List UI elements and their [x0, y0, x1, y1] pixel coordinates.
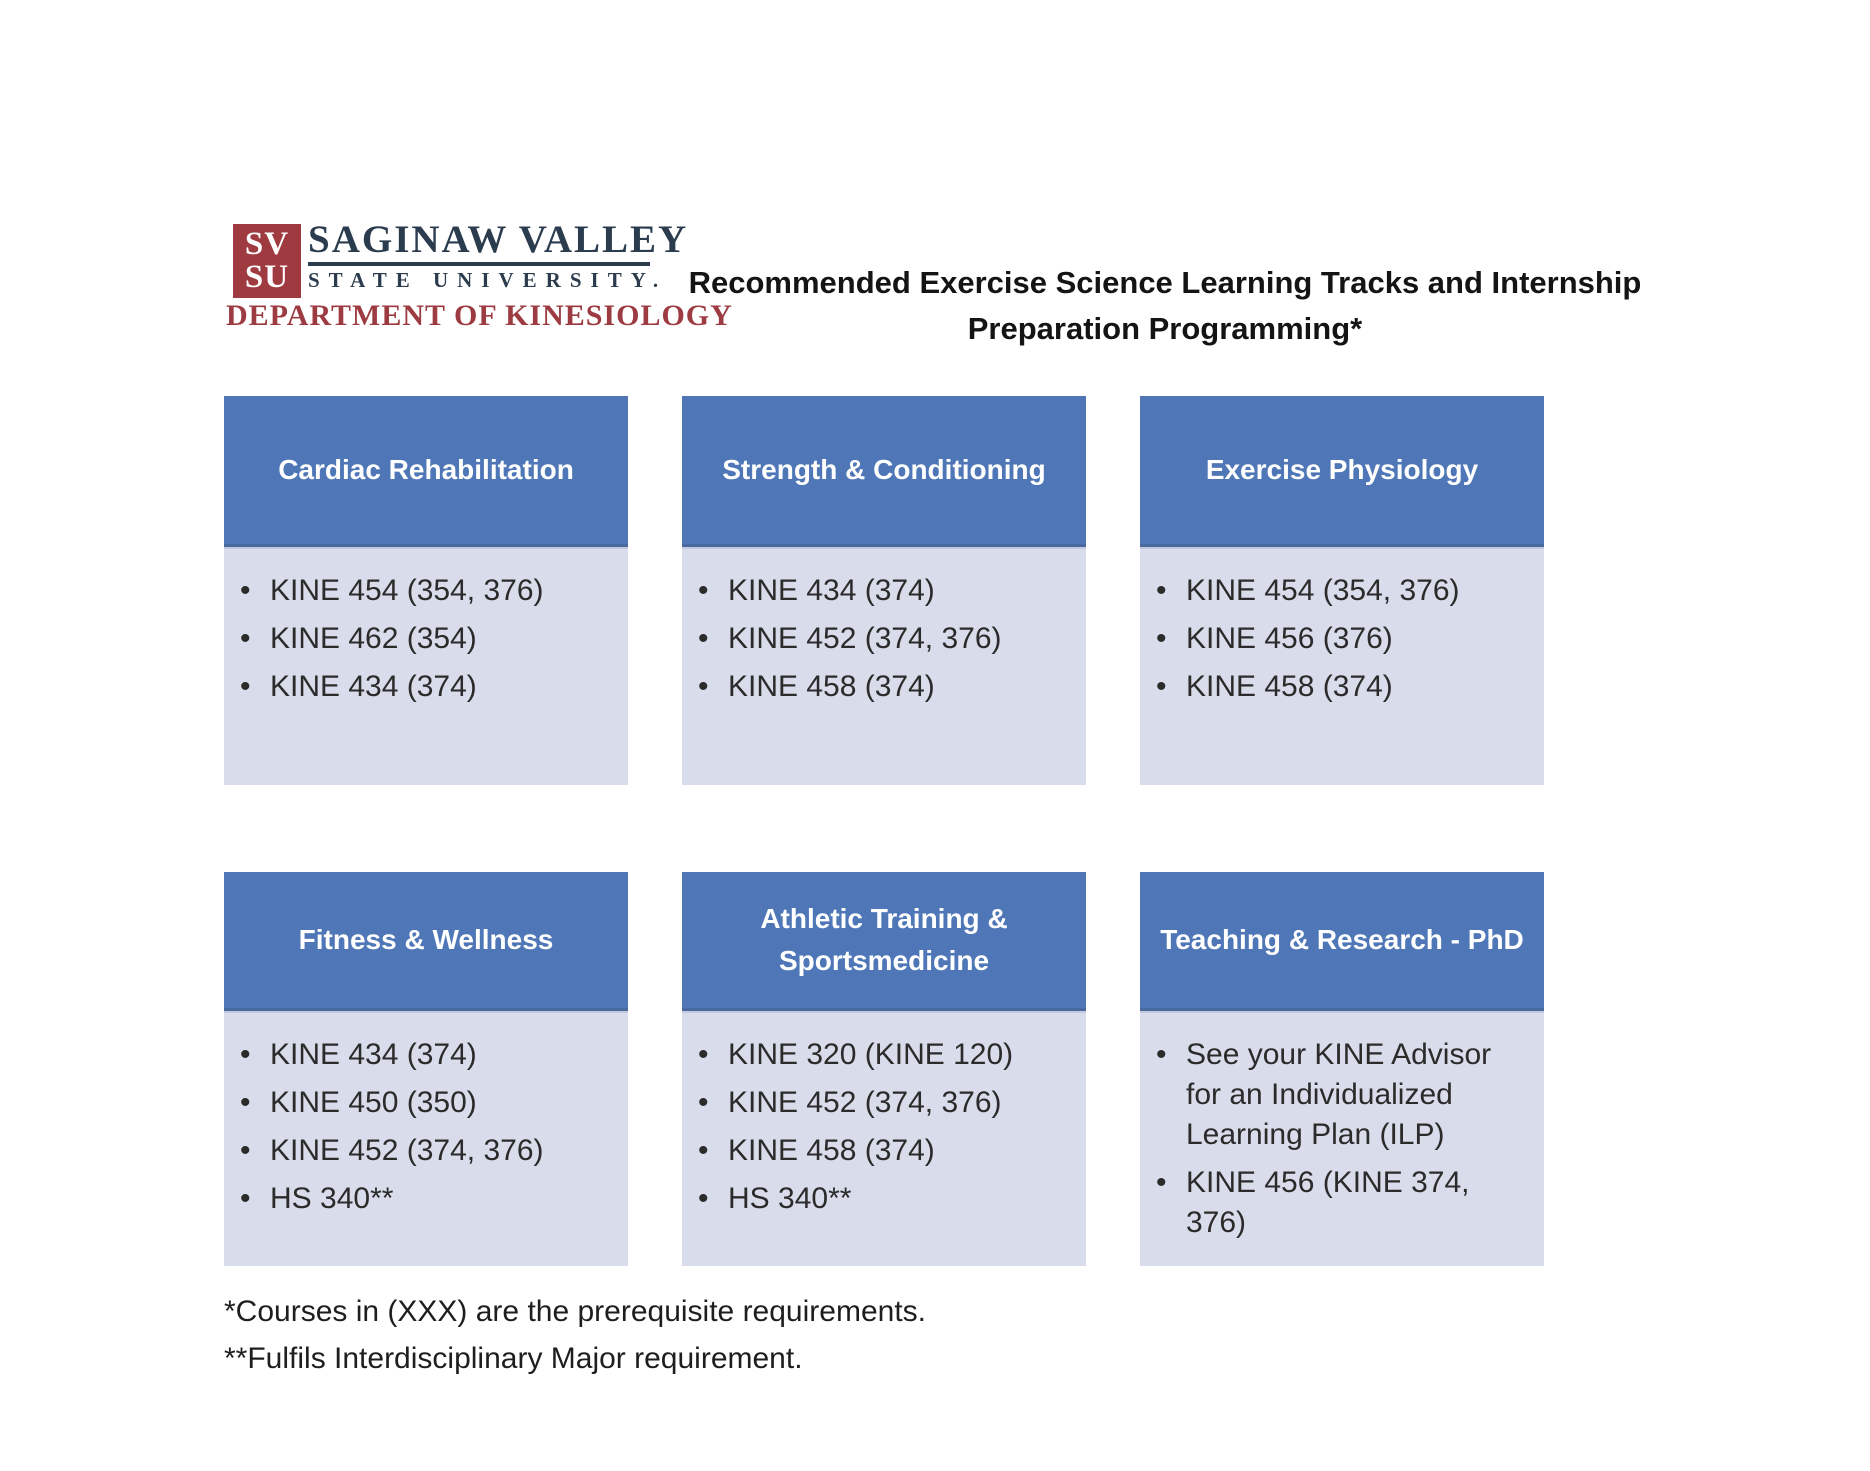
course-item: KINE 452 (374, 376) [224, 1131, 618, 1171]
page-title-line2: Preparation Programming* [967, 311, 1363, 346]
course-list: KINE 320 (KINE 120) KINE 452 (374, 376) … [682, 1035, 1076, 1219]
course-list: KINE 434 (374) KINE 452 (374, 376) KINE … [682, 571, 1076, 707]
course-item: HS 340** [682, 1179, 1076, 1219]
track-title: Strength & Conditioning [722, 454, 1046, 485]
course-item: HS 340** [224, 1179, 618, 1219]
university-wordmark: SAGINAW VALLEY STATE UNIVERSITY. [308, 220, 686, 292]
university-name: SAGINAW VALLEY [308, 220, 686, 266]
course-item: KINE 452 (374, 376) [682, 1083, 1076, 1123]
track-body: KINE 320 (KINE 120) KINE 452 (374, 376) … [682, 1011, 1086, 1266]
course-item: KINE 456 (376) [1140, 619, 1534, 659]
footnote-prerequisites: *Courses in (XXX) are the prerequisite r… [224, 1295, 926, 1328]
course-item: KINE 458 (374) [682, 1131, 1076, 1171]
track-header: Cardiac Rehabilitation [224, 396, 628, 547]
track-card-strength-conditioning: Strength & Conditioning KINE 434 (374) K… [682, 396, 1086, 785]
track-header: Strength & Conditioning [682, 396, 1086, 547]
monogram-line1: SV [244, 226, 290, 262]
track-title: Teaching & Research - PhD [1160, 924, 1524, 955]
course-item: See your KINE Advisor for an Individuali… [1140, 1035, 1534, 1155]
track-body: KINE 434 (374) KINE 452 (374, 376) KINE … [682, 547, 1086, 785]
course-item: KINE 456 (KINE 374, 376) [1140, 1163, 1534, 1243]
course-item: KINE 452 (374, 376) [682, 619, 1076, 659]
track-header: Fitness & Wellness [224, 872, 628, 1011]
track-header: Athletic Training & Sportsmedicine [682, 872, 1086, 1011]
course-item: KINE 458 (374) [1140, 667, 1534, 707]
course-item: KINE 434 (374) [224, 667, 618, 707]
track-header: Exercise Physiology [1140, 396, 1544, 547]
track-header: Teaching & Research - PhD [1140, 872, 1544, 1011]
svsu-monogram-logo: SV SU [233, 224, 301, 298]
monogram-line2: SU [244, 259, 290, 295]
footnote-interdisciplinary: **Fulfils Interdisciplinary Major requir… [224, 1342, 803, 1375]
footnotes: *Courses in (XXX) are the prerequisite r… [224, 1288, 1324, 1382]
course-item: KINE 450 (350) [224, 1083, 618, 1123]
track-title: Cardiac Rehabilitation [278, 454, 574, 485]
course-item: KINE 434 (374) [682, 571, 1076, 611]
course-item: KINE 454 (354, 376) [224, 571, 618, 611]
department-name: DEPARTMENT OF KINESIOLOGY [226, 299, 733, 332]
course-item: KINE 462 (354) [224, 619, 618, 659]
course-item: KINE 434 (374) [224, 1035, 618, 1075]
track-card-teaching-research-phd: Teaching & Research - PhD See your KINE … [1140, 872, 1544, 1266]
page-title: Recommended Exercise Science Learning Tr… [560, 260, 1770, 352]
course-list: KINE 454 (354, 376) KINE 456 (376) KINE … [1140, 571, 1534, 707]
course-item: KINE 320 (KINE 120) [682, 1035, 1076, 1075]
track-title: Athletic Training & Sportsmedicine [760, 903, 1008, 976]
track-body: KINE 454 (354, 376) KINE 462 (354) KINE … [224, 547, 628, 785]
track-card-cardiac-rehabilitation: Cardiac Rehabilitation KINE 454 (354, 37… [224, 396, 628, 785]
university-subname: STATE UNIVERSITY. [308, 268, 668, 292]
track-card-fitness-wellness: Fitness & Wellness KINE 434 (374) KINE 4… [224, 872, 628, 1266]
course-item: KINE 458 (374) [682, 667, 1076, 707]
course-list: KINE 454 (354, 376) KINE 462 (354) KINE … [224, 571, 618, 707]
page-title-line1: Recommended Exercise Science Learning Tr… [688, 265, 1642, 300]
track-card-athletic-training-sportsmedicine: Athletic Training & Sportsmedicine KINE … [682, 872, 1086, 1266]
course-list: KINE 434 (374) KINE 450 (350) KINE 452 (… [224, 1035, 618, 1219]
track-title: Exercise Physiology [1205, 454, 1479, 485]
track-body: See your KINE Advisor for an Individuali… [1140, 1011, 1544, 1266]
track-body: KINE 454 (354, 376) KINE 456 (376) KINE … [1140, 547, 1544, 785]
course-list: See your KINE Advisor for an Individuali… [1140, 1035, 1534, 1243]
track-card-exercise-physiology: Exercise Physiology KINE 454 (354, 376) … [1140, 396, 1544, 785]
course-item: KINE 454 (354, 376) [1140, 571, 1534, 611]
track-body: KINE 434 (374) KINE 450 (350) KINE 452 (… [224, 1011, 628, 1266]
track-title: Fitness & Wellness [298, 924, 554, 955]
